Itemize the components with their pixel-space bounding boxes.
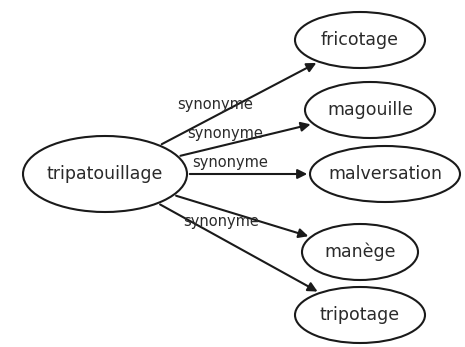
Text: manège: manège	[324, 243, 396, 261]
Ellipse shape	[302, 224, 418, 280]
Ellipse shape	[310, 146, 460, 202]
Text: magouille: magouille	[327, 101, 413, 119]
Text: synonyme: synonyme	[187, 126, 263, 141]
Ellipse shape	[23, 136, 187, 212]
Text: tripotage: tripotage	[320, 306, 400, 324]
Text: fricotage: fricotage	[321, 31, 399, 49]
Ellipse shape	[295, 12, 425, 68]
Text: synonyme: synonyme	[184, 214, 259, 229]
Ellipse shape	[305, 82, 435, 138]
Text: synonyme: synonyme	[177, 97, 253, 112]
Text: synonyme: synonyme	[192, 155, 268, 170]
Text: malversation: malversation	[328, 165, 442, 183]
Ellipse shape	[295, 287, 425, 343]
Text: tripatouillage: tripatouillage	[47, 165, 163, 183]
